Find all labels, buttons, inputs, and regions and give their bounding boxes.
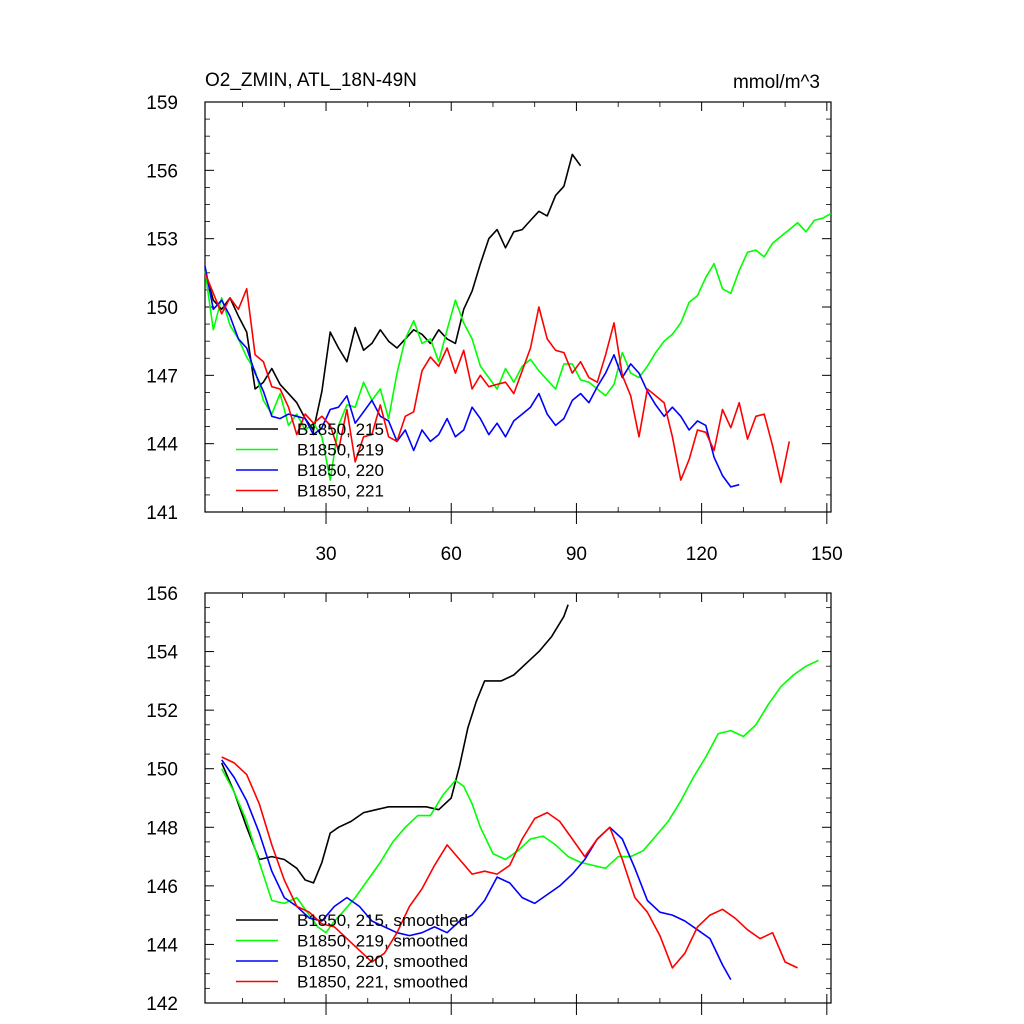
y-tick-label: 156: [146, 161, 178, 182]
legend-label: B1850, 215, smoothed: [297, 911, 468, 930]
chart-panels: 141 144 147 150 153 156 159 30 60 90 120 150 O2_ZMIN…: [146, 70, 843, 1015]
y-tick-label: 154: [146, 643, 178, 664]
series-group: [204, 153, 832, 488]
x-tick-label: 150: [811, 544, 843, 565]
legend: B1850, 215, smoothed B1850, 219, smoothed…: [236, 911, 468, 992]
series-line-3: [204, 265, 740, 488]
series-line-1: [220, 604, 569, 884]
y-tick-label: 150: [146, 760, 178, 781]
chart-panel-1: 141 144 147 150 153 156 159 30 60 90 120 150 O2_ZMIN…: [146, 70, 842, 565]
series-line-4: [204, 272, 791, 484]
legend-label: B1850, 219, smoothed: [297, 932, 468, 951]
series-line-2: [220, 659, 819, 934]
y-tick-label: 146: [146, 877, 178, 898]
y-tick-label: 150: [146, 298, 178, 319]
legend-label: B1850, 220, smoothed: [297, 952, 468, 971]
x-tick-label: 120: [686, 544, 718, 565]
y-tick-label: 144: [146, 435, 178, 456]
y-tick-label: 144: [146, 935, 178, 956]
y-tick-label: 142: [146, 994, 178, 1015]
x-tick-label: 60: [441, 544, 462, 565]
legend-label: B1850, 219: [297, 441, 384, 460]
y-tick-label: 152: [146, 701, 178, 722]
y-tick-label: 159: [146, 93, 178, 114]
y-tick-label: 148: [146, 818, 178, 839]
legend-label: B1850, 221: [297, 482, 384, 501]
chart-title: O2_ZMIN, ATL_18N-49N: [205, 70, 417, 91]
legend-label: B1850, 220: [297, 461, 384, 480]
series-line-3: [221, 759, 732, 980]
y-tick-label: 141: [146, 503, 178, 524]
x-tick-label: 30: [315, 544, 336, 565]
chart-panel-2: 142 144 146 148 150 152 154 156 B1850, 215, smoo…: [146, 584, 832, 1015]
series-group: [220, 604, 819, 980]
y-tick-label: 156: [146, 584, 178, 605]
series-line-4: [221, 756, 798, 969]
units-label: mmol/m^3: [733, 72, 820, 93]
legend-label: B1850, 221, smoothed: [297, 973, 468, 992]
y-tick-label: 147: [146, 366, 178, 387]
legend-label: B1850, 215: [297, 420, 384, 439]
y-tick-label: 153: [146, 230, 178, 251]
x-tick-label: 90: [566, 544, 587, 565]
